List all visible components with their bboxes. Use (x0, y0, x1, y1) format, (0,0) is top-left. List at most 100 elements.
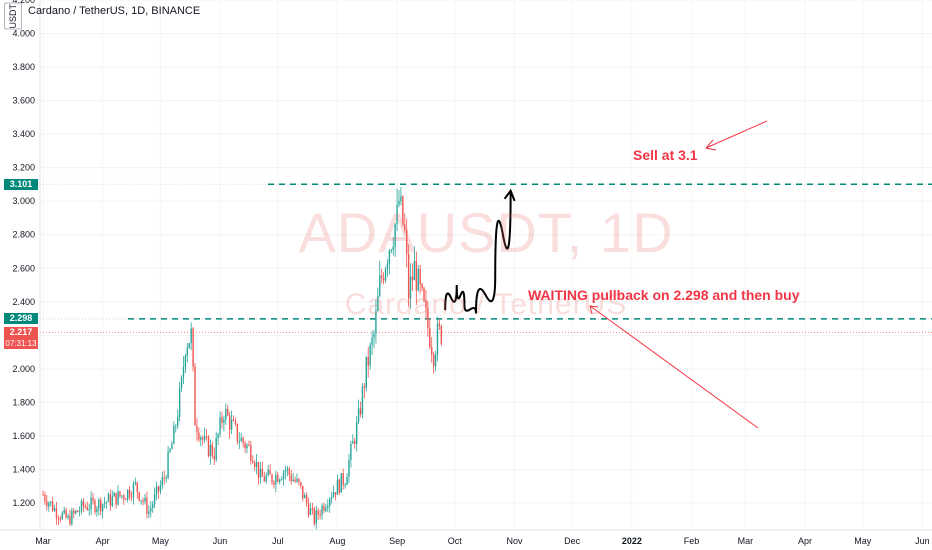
candle (148, 505, 150, 519)
projection-arrowhead (503, 188, 516, 202)
candle-body (261, 468, 264, 477)
candle-body (55, 508, 58, 519)
candle-body (163, 477, 165, 479)
candle (157, 485, 160, 499)
candle-body (192, 328, 194, 367)
candle-body (151, 504, 154, 508)
candle (298, 478, 300, 486)
candle-body (292, 479, 294, 482)
candle-body (157, 486, 160, 492)
candle (63, 506, 65, 515)
candle-body (277, 474, 279, 482)
candle-body (144, 497, 146, 502)
candle-body (69, 515, 71, 525)
candle-body (380, 275, 383, 278)
candle (44, 491, 46, 505)
candlestick-series (42, 187, 443, 530)
candle (354, 437, 356, 449)
y-tick-label: 3.200 (12, 163, 35, 173)
candle-body (49, 501, 52, 504)
candle-body (84, 506, 87, 508)
candle (228, 411, 231, 439)
candle (286, 465, 289, 477)
price-axis[interactable]: 4.200 4.000 3.800 3.600 3.400 3.200 3.000 2.800… (12, 0, 41, 530)
x-tick-label: Dec (564, 536, 581, 546)
candle-body (434, 354, 437, 367)
candle-body (313, 508, 316, 524)
candle (73, 507, 75, 519)
candle-body (304, 495, 306, 499)
candle (136, 481, 138, 499)
candle-body (159, 485, 162, 492)
candle (292, 472, 294, 482)
candle-body (319, 514, 321, 516)
candle-body (402, 196, 404, 225)
candle (76, 510, 79, 513)
candle-body (265, 475, 267, 482)
candle-body (61, 512, 63, 519)
x-tick-label: Jun (213, 536, 228, 546)
candle-body (417, 268, 419, 291)
candle (65, 507, 67, 519)
candle-body (188, 343, 190, 349)
candle-body (140, 500, 142, 502)
y-tick-label: 1.800 (12, 397, 35, 407)
candle (186, 343, 189, 363)
candle-body (200, 437, 202, 440)
candle-body (421, 284, 423, 289)
candle-body (248, 444, 250, 446)
candle-body (115, 492, 117, 505)
candle-body (169, 449, 171, 452)
currency-badge: USDT (4, 3, 22, 30)
sell-annotation[interactable]: Sell at 3.1 (633, 147, 698, 163)
candle (171, 440, 173, 450)
candle-body (65, 509, 67, 518)
candle (227, 404, 229, 417)
chart-grid (40, 0, 932, 530)
candle-body (232, 419, 235, 421)
candle (323, 502, 325, 514)
candle-body (167, 451, 169, 478)
candle (438, 318, 441, 330)
candle (375, 299, 377, 344)
candle (329, 497, 331, 513)
candle (59, 515, 62, 523)
candle-body (398, 201, 400, 205)
candle-body (400, 196, 402, 202)
candle (167, 445, 169, 480)
candle-body (348, 459, 350, 478)
y-tick-label: 3.800 (12, 62, 35, 72)
candle-body (344, 484, 346, 486)
time-axis[interactable]: Mar Apr May Jun Jul Aug Sep Oct Nov Dec 2022 Feb Mar… (0, 529, 932, 546)
candle-body (221, 417, 223, 423)
candle (55, 501, 58, 525)
candle-body (209, 444, 212, 457)
candle-body (338, 479, 341, 493)
candle (271, 473, 273, 486)
candle-body (321, 505, 323, 516)
candle-body (342, 473, 344, 485)
candle (94, 498, 96, 515)
wait-annotation[interactable]: WAITING pullback on 2.298 and then buy (528, 287, 800, 303)
name-watermark: Cardano / TetherUS (344, 288, 628, 321)
candle-body (128, 489, 131, 498)
candle-body (211, 444, 214, 456)
candle-body (202, 437, 204, 440)
candle-body (330, 496, 333, 499)
candle (379, 260, 381, 298)
candle (265, 472, 267, 484)
sell-arrow (705, 120, 768, 149)
candle (177, 409, 179, 429)
candle (205, 429, 208, 441)
candle-body (336, 479, 339, 495)
candle-body (327, 505, 329, 508)
candle-body (386, 263, 389, 270)
candle-body (267, 469, 269, 476)
candle (407, 244, 410, 307)
candle (146, 491, 148, 519)
support-price-tag: 2.298 (4, 313, 38, 324)
projection-curve (444, 192, 512, 314)
y-tick-label: 1.400 (12, 464, 35, 474)
x-tick-label: May (854, 536, 872, 546)
